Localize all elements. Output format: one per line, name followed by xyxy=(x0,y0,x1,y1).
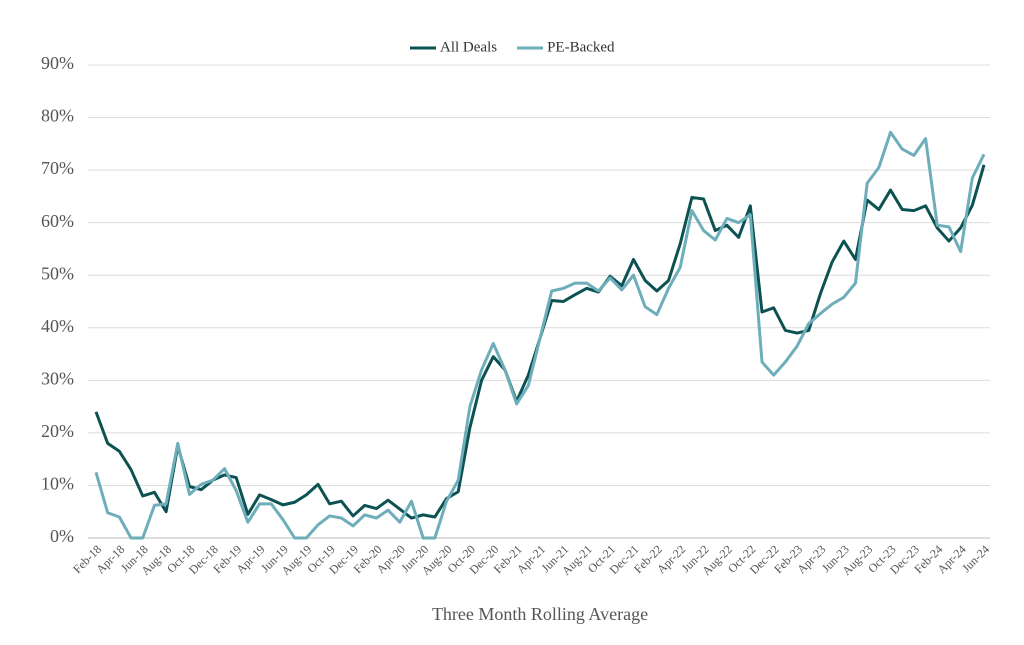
x-tick-label: Jun-24 xyxy=(959,542,992,575)
y-tick-label: 90% xyxy=(41,53,74,73)
y-tick-label: 20% xyxy=(41,421,74,441)
y-tick-label: 80% xyxy=(41,106,74,126)
legend-label: All Deals xyxy=(440,39,497,55)
y-tick-label: 10% xyxy=(41,474,74,494)
y-tick-label: 40% xyxy=(41,316,74,336)
y-tick-label: 0% xyxy=(50,526,74,546)
y-tick-label: 50% xyxy=(41,263,74,283)
y-tick-label: 30% xyxy=(41,368,74,388)
line-series xyxy=(94,130,986,540)
x-axis-title: Three Month Rolling Average xyxy=(432,604,648,624)
legend-label: PE-Backed xyxy=(547,39,615,55)
y-tick-label: 60% xyxy=(41,211,74,231)
y-tick-label: 70% xyxy=(41,158,74,178)
